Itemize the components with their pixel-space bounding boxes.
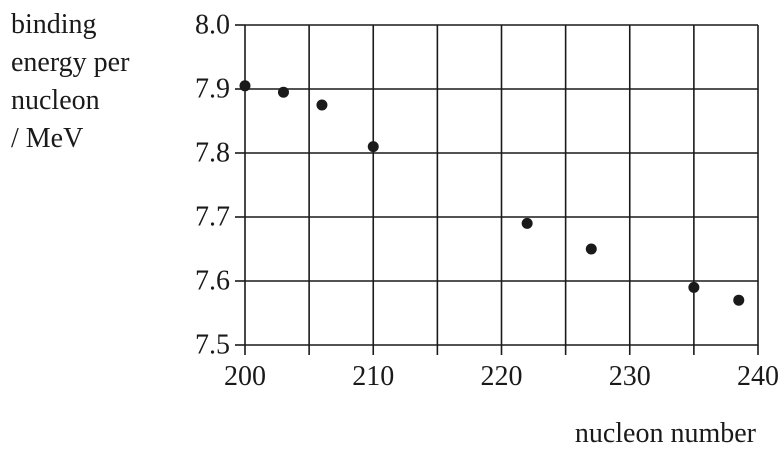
data-point [521, 217, 533, 229]
x-tick-label: 230 [609, 361, 651, 392]
y-tick-label: 7.6 [195, 266, 230, 297]
y-tick-label: 7.5 [195, 330, 230, 361]
y-tick-label: 8.0 [195, 10, 230, 41]
x-tick-label: 240 [737, 361, 779, 392]
x-axis-label: nucleon number [574, 418, 756, 449]
y-tick-label: 7.8 [195, 138, 230, 169]
data-point [585, 243, 597, 255]
data-point [316, 99, 328, 111]
data-point [733, 294, 745, 306]
y-axis-label-line-3: nucleon [11, 85, 100, 116]
x-tick-label: 200 [224, 361, 266, 392]
y-axis-label-line-1: binding [11, 9, 97, 40]
data-point [239, 80, 251, 92]
data-point [688, 281, 700, 293]
data-point [367, 141, 379, 153]
data-point [277, 86, 289, 98]
x-tick-label: 220 [481, 361, 523, 392]
y-axis-label-line-2: energy per [11, 47, 130, 78]
y-tick-label: 7.7 [195, 202, 230, 233]
y-tick-label: 7.9 [195, 74, 230, 105]
y-axis-label-line-4: / MeV [11, 123, 84, 154]
x-tick-label: 210 [352, 361, 394, 392]
